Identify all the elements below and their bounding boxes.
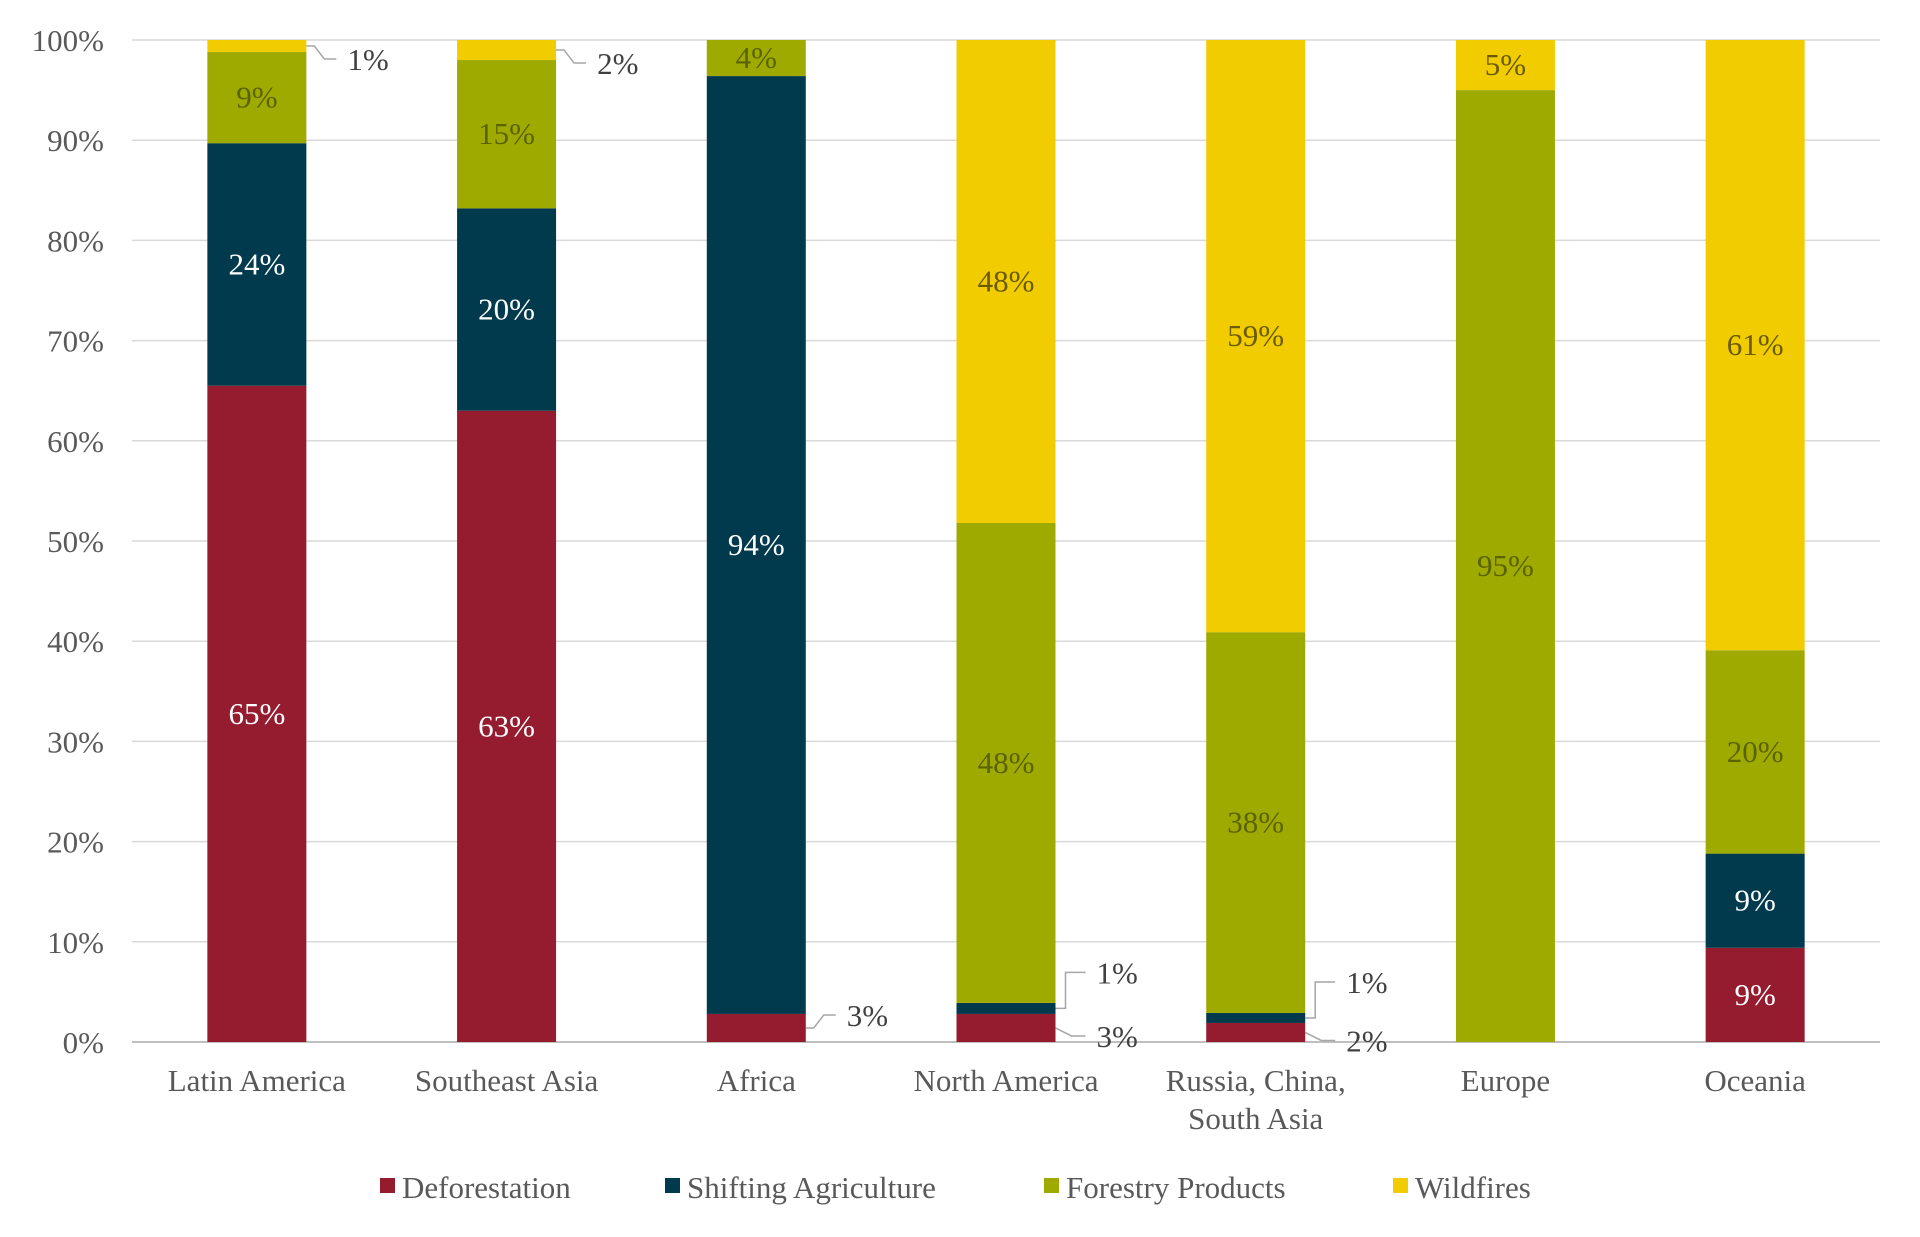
leader-line (1055, 971, 1086, 1010)
bar-segment (207, 385, 307, 1042)
leader-line (805, 1014, 836, 1029)
y-tick-label: 60% (47, 424, 104, 459)
y-tick-label: 30% (47, 724, 104, 759)
bar-segment (956, 40, 1056, 523)
leader-line (556, 49, 587, 64)
legend-swatch (1044, 1178, 1059, 1193)
data-label: 9% (1734, 977, 1775, 1012)
data-labels: 65% 24% 9% 1% 63% 20% 15% 2% 94% 4% 3% 48% 48% 3% 1% 38… (228, 40, 1783, 1058)
y-tick-label: 10% (47, 925, 104, 960)
data-label: 48% (978, 263, 1035, 298)
x-category-label: Oceania (1704, 1063, 1806, 1098)
data-label: 48% (978, 745, 1035, 780)
leader-line (1304, 1031, 1336, 1042)
data-label: 4% (736, 40, 777, 75)
data-label: 3% (847, 998, 888, 1033)
x-category-label: Europe (1461, 1063, 1551, 1098)
bar-segment (1455, 40, 1555, 91)
y-tick-label: 20% (47, 825, 104, 860)
data-label: 20% (478, 292, 535, 327)
y-axis-ticks: 0% 10% 20% 30% 40% 50% 60% 70% 80% 90% 100% (32, 23, 104, 1060)
y-tick-label: 80% (47, 223, 104, 258)
data-label: 2% (1346, 1023, 1387, 1058)
x-category-label: Latin America (168, 1063, 346, 1098)
leader-line (306, 45, 337, 60)
x-category-label: North America (913, 1063, 1098, 1098)
bar-segment (457, 208, 557, 411)
bar-segment (706, 1013, 806, 1042)
data-label: 5% (1485, 47, 1526, 82)
bar-segment (457, 40, 557, 61)
bar-segment (457, 410, 557, 1042)
data-label: 20% (1727, 734, 1784, 769)
x-category-label: Russia, China, (1166, 1063, 1346, 1098)
bar-segment (1705, 947, 1805, 1042)
data-label: 94% (728, 527, 785, 562)
data-label: 1% (1097, 955, 1138, 990)
data-label: 61% (1727, 327, 1784, 362)
leader-line (1305, 981, 1336, 1019)
x-category-label: Africa (717, 1063, 796, 1098)
legend-label: Deforestation (402, 1170, 571, 1205)
bar-segment (956, 1002, 1056, 1014)
bar-segment (956, 1013, 1056, 1042)
bar-segment (706, 76, 806, 1014)
x-axis-categories: Latin America Southeast Asia Africa North A… (168, 1063, 1806, 1136)
bar-segment (1206, 1012, 1306, 1023)
legend-swatch (665, 1178, 680, 1193)
bar-segment (457, 60, 557, 209)
bar-segment (1206, 1022, 1306, 1042)
legend: Deforestation Shifting Agriculture Forestr… (380, 1170, 1531, 1205)
legend-swatch (380, 1178, 395, 1193)
data-label: 65% (228, 696, 285, 731)
data-label: 9% (236, 80, 277, 115)
x-category-label: Southeast Asia (415, 1063, 599, 1098)
data-label: 63% (478, 708, 535, 743)
data-label: 59% (1227, 318, 1284, 353)
bar-segment (1705, 650, 1805, 854)
data-label: 3% (1097, 1019, 1138, 1054)
data-label: 15% (478, 116, 535, 151)
bar-segment (1455, 90, 1555, 1043)
bar-segment (207, 52, 307, 144)
x-category-label: South Asia (1188, 1101, 1323, 1136)
bar-segment (706, 40, 806, 77)
y-tick-label: 90% (47, 123, 104, 158)
leader-line (1055, 1027, 1086, 1037)
bar-segment (1206, 40, 1306, 633)
legend-label: Forestry Products (1066, 1170, 1286, 1205)
bar-segment (1705, 853, 1805, 948)
bar-segment (1206, 632, 1306, 1013)
bar-segment (956, 522, 1056, 1003)
y-tick-label: 70% (47, 324, 104, 359)
y-tick-label: 50% (47, 524, 104, 559)
legend-swatch (1393, 1178, 1408, 1193)
data-label: 95% (1477, 548, 1534, 583)
y-tick-label: 100% (32, 23, 104, 58)
data-label: 38% (1227, 805, 1284, 840)
bar-segment (207, 40, 307, 53)
y-tick-label: 40% (47, 624, 104, 659)
data-label: 2% (597, 46, 638, 81)
data-label: 24% (228, 246, 285, 281)
bars (207, 40, 1805, 1043)
data-label: 1% (1346, 965, 1387, 1000)
y-tick-label: 0% (63, 1025, 104, 1060)
bar-segment (207, 143, 307, 386)
bar-segment (1705, 40, 1805, 651)
legend-label: Shifting Agriculture (687, 1170, 936, 1205)
data-label: 9% (1734, 883, 1775, 918)
legend-label: Wildfires (1415, 1170, 1531, 1205)
data-label: 1% (347, 42, 388, 77)
